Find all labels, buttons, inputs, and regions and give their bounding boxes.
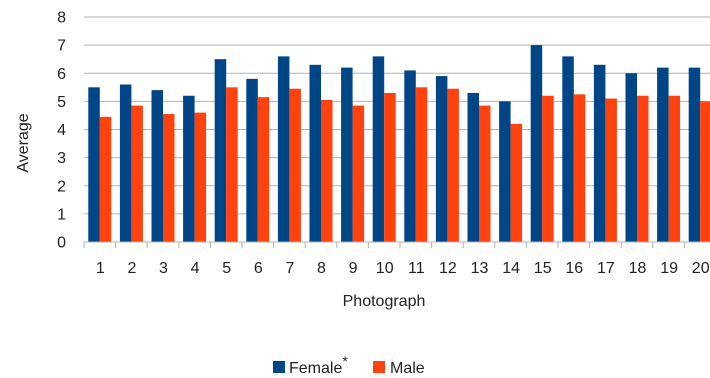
bar-female-8 xyxy=(309,64,321,242)
y-tick-label: 3 xyxy=(57,150,66,167)
bar-male-16 xyxy=(573,94,586,242)
bar-female-2 xyxy=(119,84,132,242)
x-axis-ticks: 1 2 3 4 5 6 7 8 9 10 11 12 13 14 15 16 17 18 19 20 xyxy=(83,242,710,277)
bar-male-12 xyxy=(447,88,459,242)
x-tick-label: 1 xyxy=(96,260,105,277)
bar-female-20 xyxy=(688,67,701,242)
x-tick-label: 7 xyxy=(285,260,294,277)
y-axis-ticks: 0 1 2 3 4 5 6 7 8 xyxy=(57,10,66,252)
bar-male-13 xyxy=(479,105,491,242)
bar-female-19 xyxy=(657,67,669,242)
bar-male-15 xyxy=(542,95,554,242)
bar-female-12 xyxy=(435,76,448,242)
bar-female-1 xyxy=(88,87,100,242)
x-tick-label: 9 xyxy=(349,260,358,277)
bar-male-14 xyxy=(510,123,523,242)
y-tick-label: 2 xyxy=(57,178,66,195)
bar-male-2 xyxy=(131,105,143,242)
bar-female-16 xyxy=(562,56,574,242)
y-tick-label: 7 xyxy=(57,38,66,55)
bar-female-4 xyxy=(183,95,195,242)
bar-female-14 xyxy=(499,101,511,242)
bar-male-18 xyxy=(637,95,649,242)
bar-male-11 xyxy=(415,87,428,242)
bar-female-13 xyxy=(467,92,479,242)
x-axis-title: Photograph xyxy=(343,293,426,310)
svg-text:Female*: Female* xyxy=(289,353,348,377)
bar-female-17 xyxy=(593,64,606,242)
bar-female-10 xyxy=(372,56,385,242)
x-tick-label: 8 xyxy=(317,260,326,277)
y-tick-label: 1 xyxy=(57,206,66,223)
bar-male-10 xyxy=(384,92,396,242)
x-tick-label: 12 xyxy=(439,260,457,277)
x-tick-label: 10 xyxy=(376,260,394,277)
x-tick-label: 14 xyxy=(502,260,520,277)
y-tick-label: 4 xyxy=(57,122,66,139)
y-tick-label: 8 xyxy=(57,10,66,27)
bar-male-6 xyxy=(257,97,270,242)
x-tick-label: 18 xyxy=(629,260,647,277)
legend: Female* Male xyxy=(273,353,425,377)
y-axis-title: Average xyxy=(15,113,32,172)
x-tick-label: 11 xyxy=(408,260,425,277)
bar-female-6 xyxy=(246,78,258,242)
x-tick-label: 13 xyxy=(471,260,489,277)
bar-female-3 xyxy=(151,90,163,242)
bar-male-4 xyxy=(194,112,207,242)
x-tick-label: 19 xyxy=(660,260,678,277)
x-tick-label: 4 xyxy=(191,260,200,277)
bar-female-11 xyxy=(404,70,416,242)
bar-male-9 xyxy=(352,105,365,242)
x-tick-label: 16 xyxy=(565,260,583,277)
bars xyxy=(88,45,710,242)
bar-male-1 xyxy=(99,116,112,242)
bar-male-20 xyxy=(700,101,710,242)
legend-swatch-female xyxy=(273,361,285,373)
y-tick-label: 0 xyxy=(57,235,66,252)
y-tick-label: 6 xyxy=(57,66,66,83)
y-tick-label: 5 xyxy=(57,94,66,111)
x-tick-label: 15 xyxy=(534,260,552,277)
legend-label-male: Male xyxy=(390,360,425,377)
x-tick-label: 6 xyxy=(254,260,263,277)
bar-male-19 xyxy=(668,95,681,242)
bar-male-7 xyxy=(289,88,301,242)
bar-male-8 xyxy=(321,99,333,242)
x-tick-label: 2 xyxy=(127,260,136,277)
x-tick-label: 20 xyxy=(692,260,710,277)
legend-swatch-male xyxy=(373,361,385,373)
legend-label-female: Female xyxy=(289,360,342,377)
legend-marker-female: * xyxy=(342,353,348,369)
x-tick-label: 5 xyxy=(222,260,231,277)
bar-female-9 xyxy=(341,67,353,242)
x-tick-label: 17 xyxy=(597,260,615,277)
bar-female-18 xyxy=(625,73,637,242)
bar-male-5 xyxy=(226,87,238,242)
bar-female-7 xyxy=(277,56,290,242)
bar-male-17 xyxy=(605,98,617,242)
bar-female-5 xyxy=(214,59,227,242)
bar-male-3 xyxy=(163,114,175,242)
bar-female-15 xyxy=(530,45,543,242)
x-tick-label: 3 xyxy=(159,260,168,277)
